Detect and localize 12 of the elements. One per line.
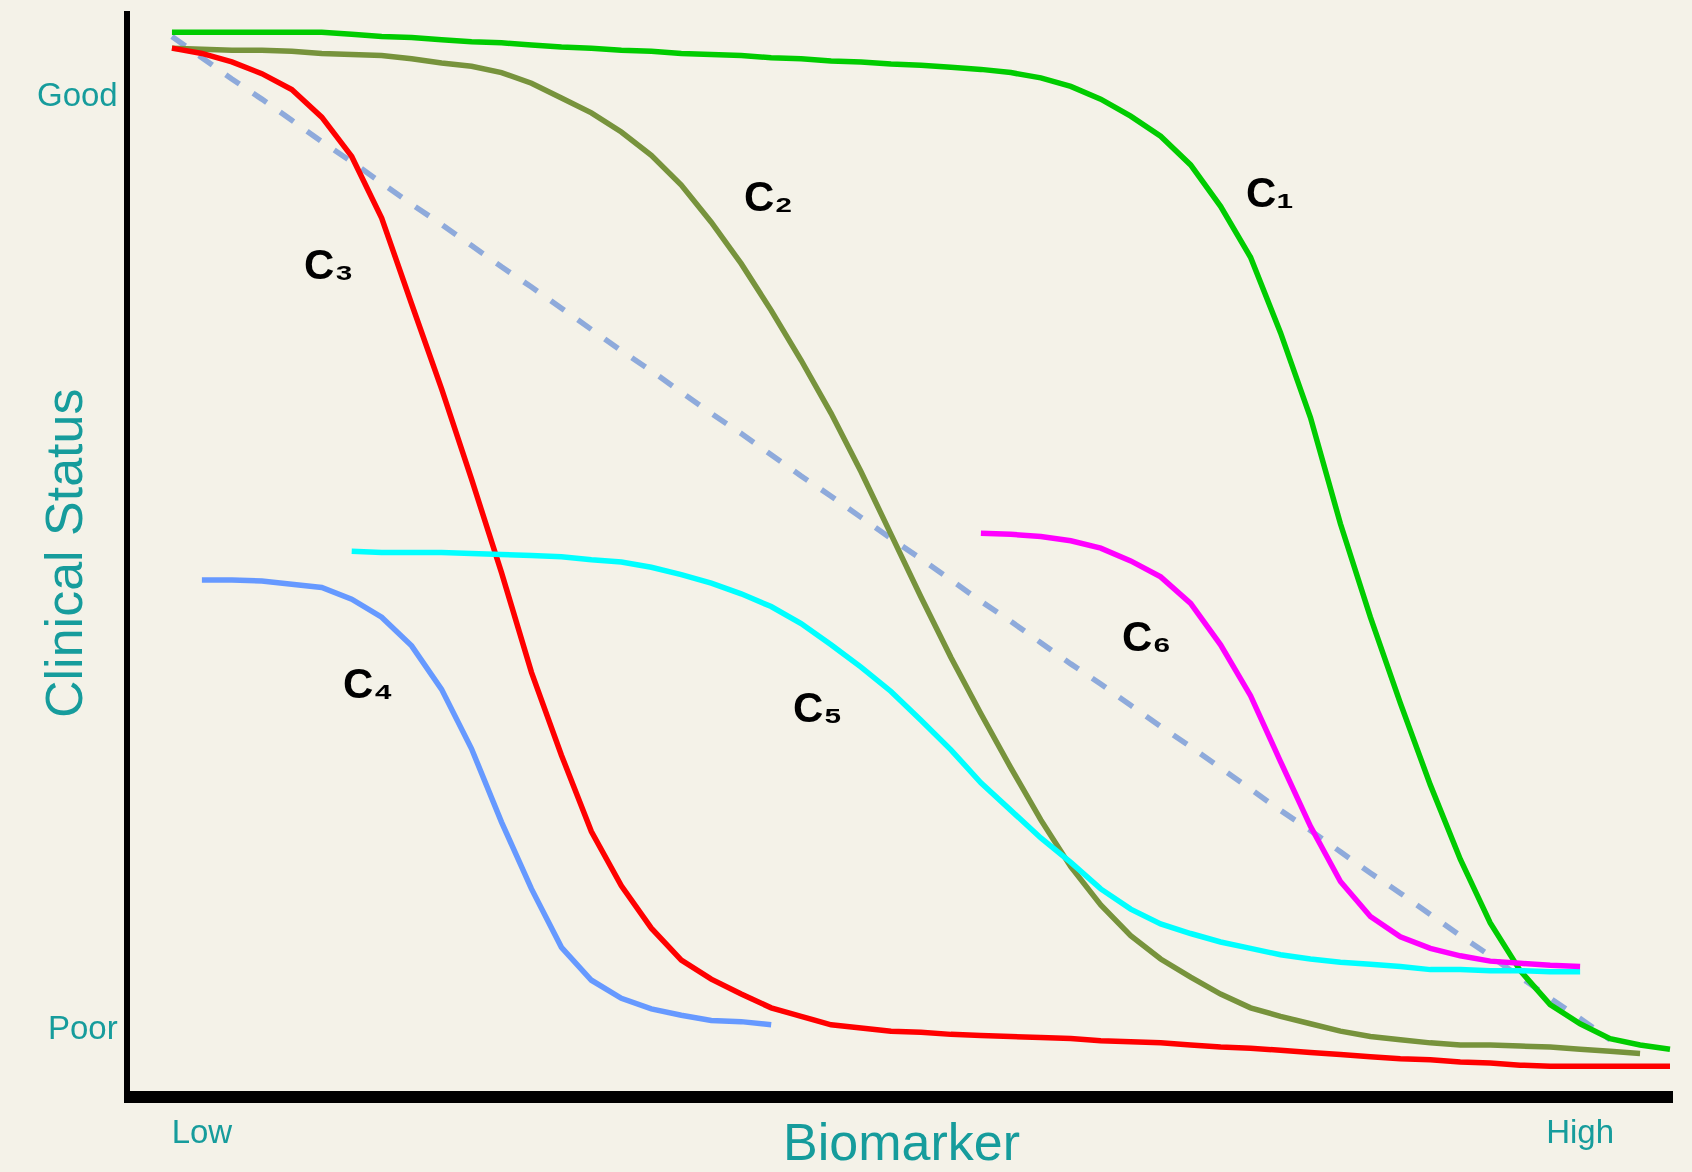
- annotation: C₄: [343, 660, 394, 707]
- annotation: C₆: [1122, 613, 1172, 660]
- annotation: C₃: [304, 241, 354, 288]
- y-axis-title: Clinical Status: [35, 388, 93, 718]
- x-tick-label: Low: [171, 1112, 233, 1150]
- x-tick-label: High: [1546, 1112, 1615, 1150]
- annotation: C₅: [793, 684, 843, 731]
- x-axis-title: Biomarker: [783, 1113, 1020, 1171]
- annotation: C₂: [744, 173, 793, 220]
- text: Good: [37, 76, 118, 113]
- text: Poor: [48, 1009, 118, 1046]
- annotation: C₁: [1246, 169, 1294, 216]
